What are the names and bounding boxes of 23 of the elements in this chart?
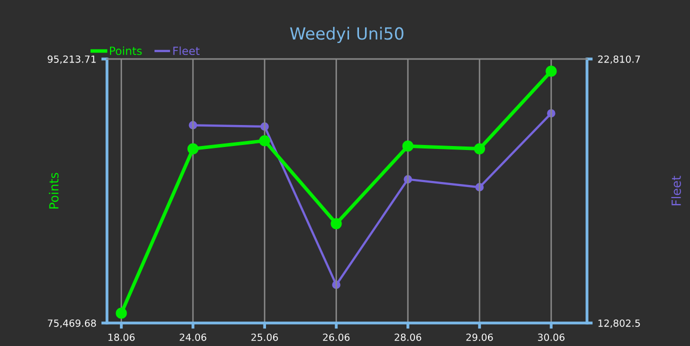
y-axis-title: Points [48,172,59,209]
chart-title: Weedyi Uni50 [290,26,404,44]
point [474,143,486,154]
y-tick-label: 95,213.71 [48,55,96,64]
y-tick-label: 75,469.68 [48,319,96,328]
text: Points [110,46,142,56]
point [546,66,557,77]
legend-label: Fleet [173,46,200,56]
point [116,308,127,319]
x-tick-label: 28.06 [394,334,422,341]
y2-tick-label: 22,810.7 [598,55,640,64]
point [259,135,270,146]
y2-tick-label: 12,802.5 [598,319,640,328]
x-tick-label: 18.06 [108,334,135,341]
point [330,218,342,230]
x-tick-label: 30.06 [538,334,564,341]
x-tick-label: 26.06 [323,334,350,341]
y2-axis-title: Fleet [671,176,681,206]
point [187,143,199,154]
x-tick-label: 25.06 [251,334,278,341]
x-tick-label: 24.06 [180,334,206,341]
x-tick-label: 29.06 [466,334,493,341]
point [402,140,414,152]
